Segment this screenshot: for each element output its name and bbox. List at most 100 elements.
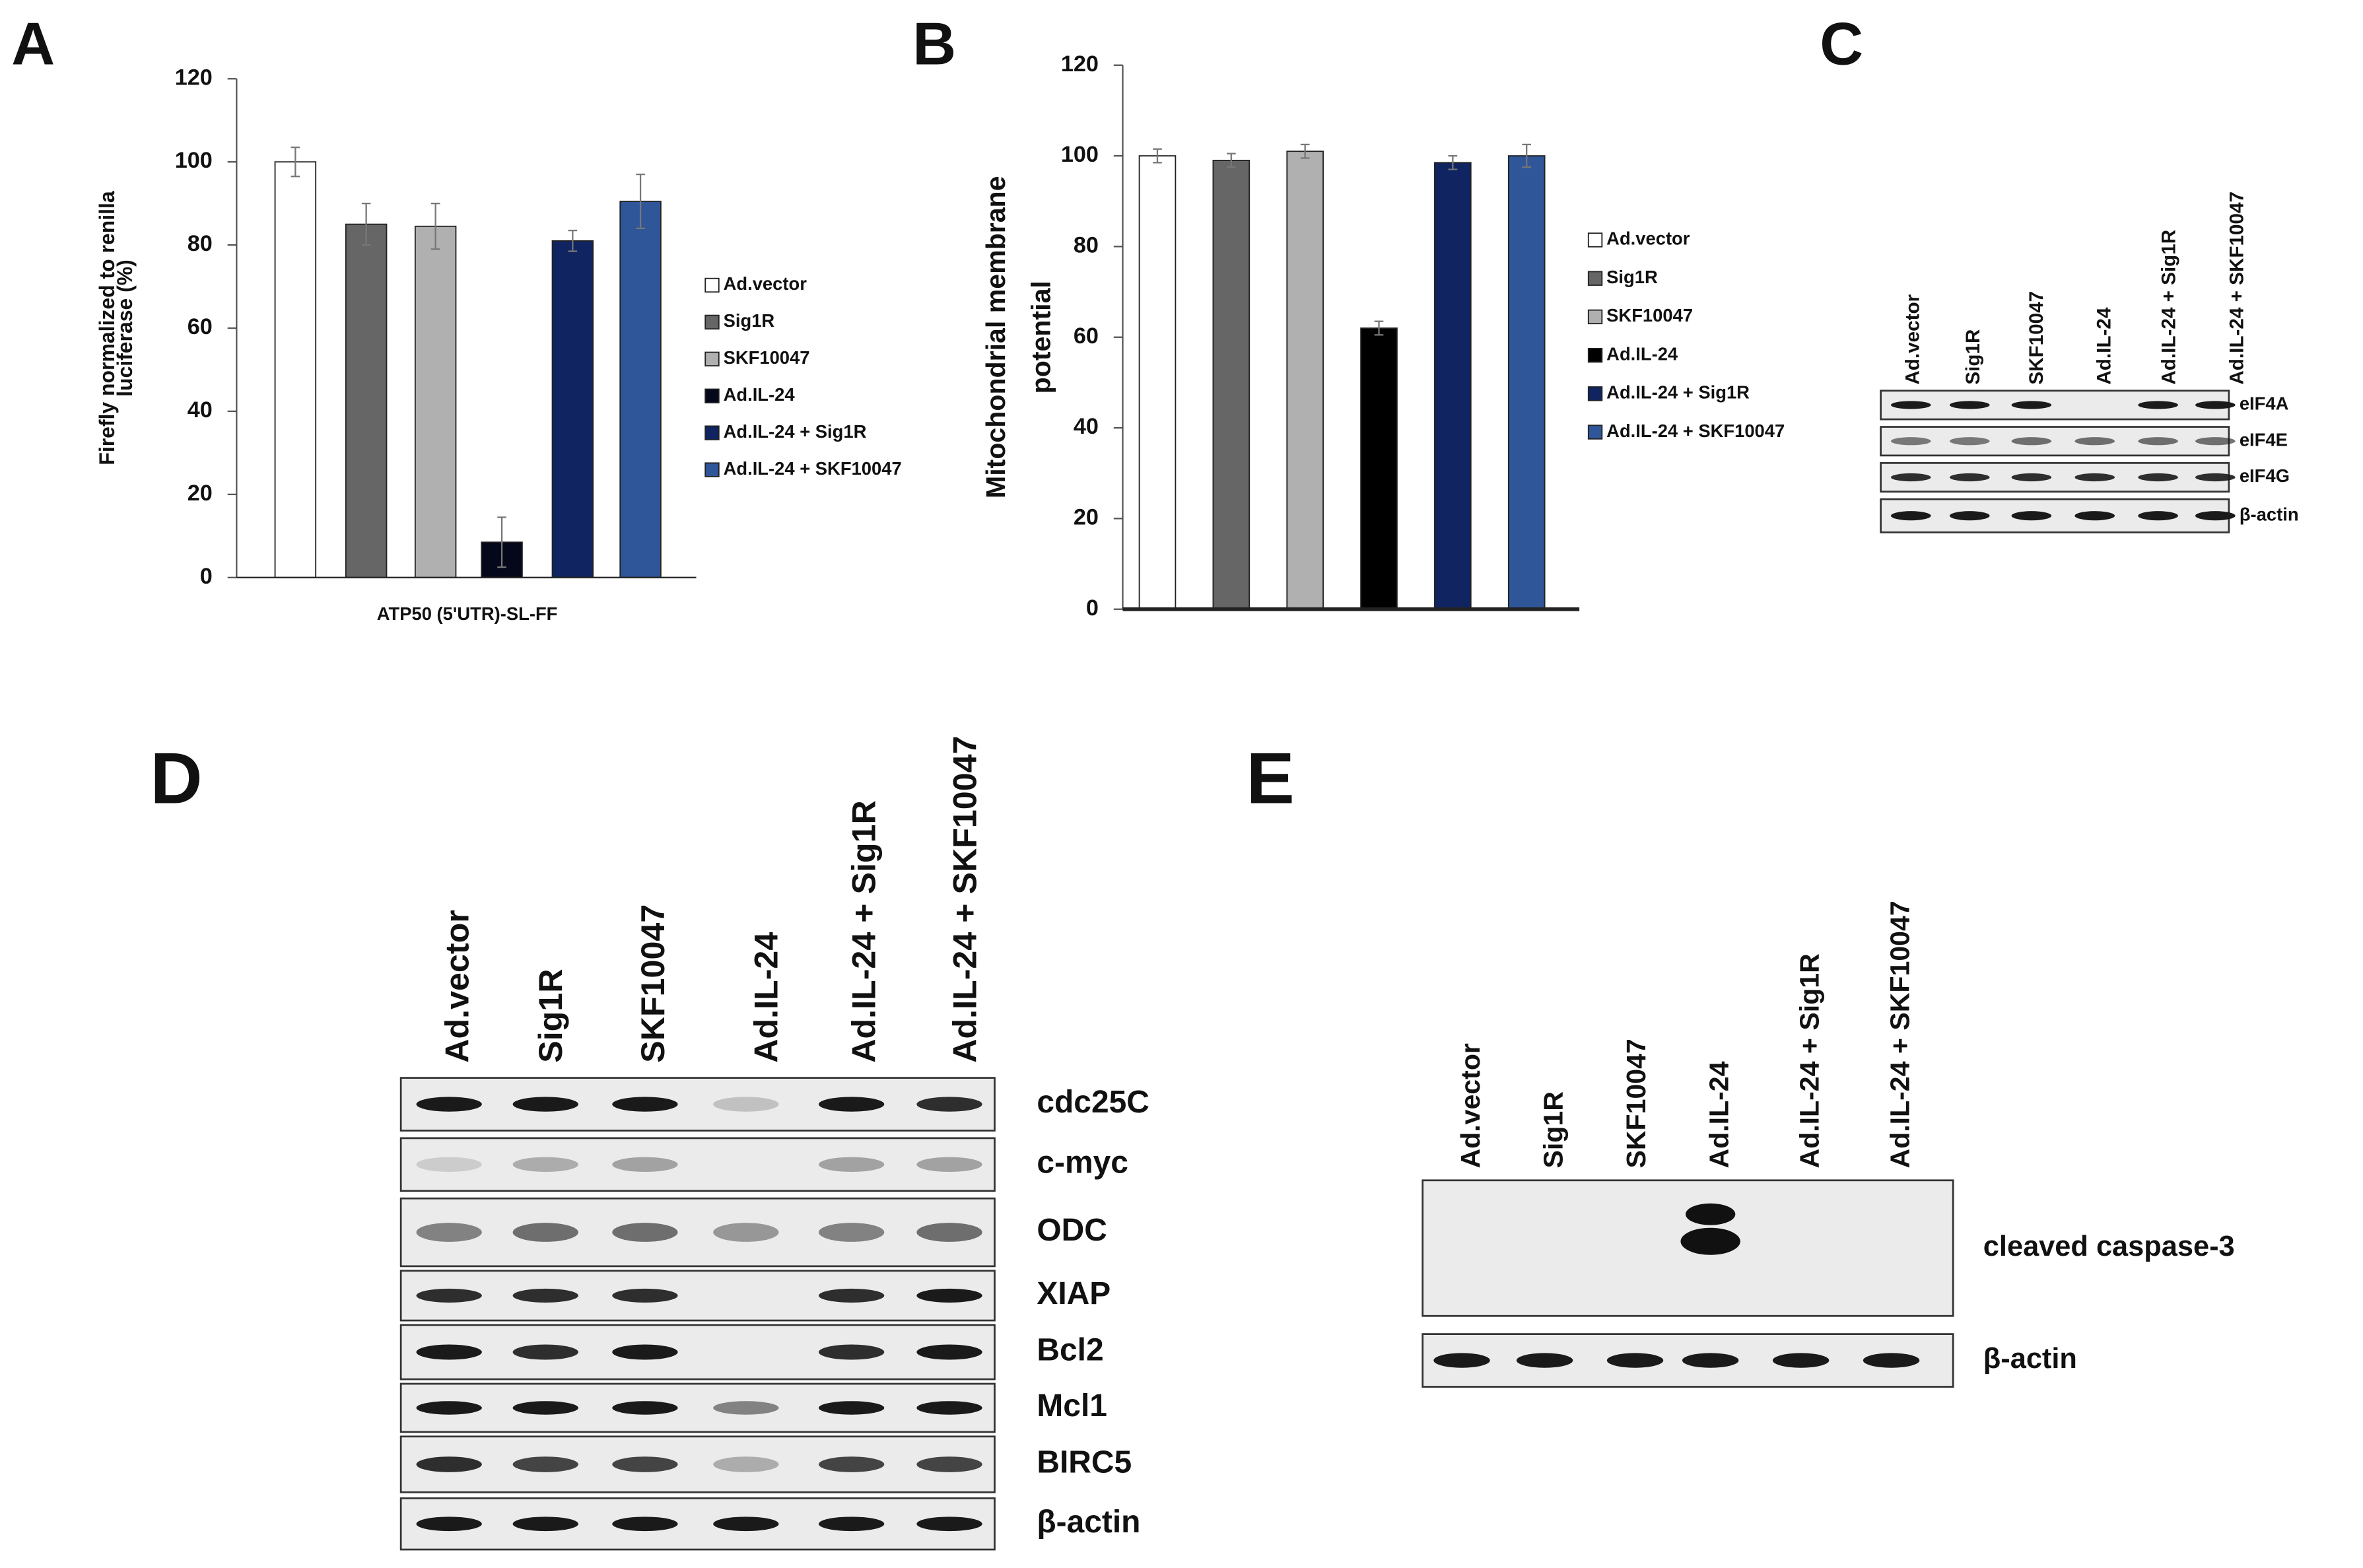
band [916,1097,982,1112]
bar [345,223,388,578]
band [818,1517,885,1532]
band [1863,1353,1920,1368]
y-axis-label: Firefly normalized to renilla [95,191,119,465]
error-bar [1522,143,1532,168]
blot-strip [399,1270,996,1322]
band [416,1097,482,1112]
blot-strip [399,1077,996,1132]
band [416,1223,482,1242]
error-bar [291,147,300,178]
legend-label: Ad.vector [1606,228,1690,249]
row-label: cleaved caspase-3 [1983,1231,2235,1262]
band [2011,401,2052,409]
y-axis-label: Mitochondrial membrane [980,176,1011,498]
lane-label: Ad.IL-24 + Sig1R [2158,230,2180,385]
legend-swatch [704,425,720,440]
y-tick-label: 100 [1061,142,1099,167]
legend-label: Ad.IL-24 + Sig1R [1606,382,1750,403]
legend-swatch [1587,271,1603,286]
lane-label: SKF10047 [1621,1039,1651,1168]
row-label: Mcl1 [1037,1388,1107,1423]
bar [1138,155,1177,610]
legend-label: Sig1R [724,310,775,331]
lane-label: Ad.vector [438,910,475,1063]
bar [274,161,317,578]
error-bar [1153,148,1162,164]
band [1433,1353,1490,1368]
blot-strip [399,1382,996,1433]
band [612,1344,678,1360]
band [1949,511,1990,521]
band [612,1223,678,1242]
legend-swatch [1587,425,1603,440]
legend-swatch [704,277,720,293]
row-label: ODC [1037,1213,1107,1248]
band [1890,401,1931,409]
row-label: cdc25C [1037,1085,1149,1120]
legend-label: Ad.IL-24 + SKF10047 [1606,421,1785,441]
lane-label: Ad.vector [1455,1043,1486,1168]
lane-label: Ad.vector [1902,294,1924,384]
lane-label: Ad.IL-24 [1704,1061,1734,1168]
band [2195,511,2236,521]
bar [551,240,594,578]
legend-label: Ad.IL-24 + SKF10047 [724,458,902,479]
band [818,1223,885,1242]
band [818,1401,885,1415]
band [916,1401,982,1415]
y-tick-label: 120 [175,65,213,90]
band [2195,401,2236,409]
band [612,1401,678,1415]
y-tick-label: 80 [1074,232,1099,257]
band [2138,401,2178,409]
legend-label: Ad.IL-24 [1606,343,1678,364]
band [2138,437,2178,446]
blot-strip [399,1197,996,1268]
band [2074,473,2115,482]
band [1890,473,1931,482]
panel-letter: D [150,738,202,819]
lane-label: Ad.IL-24 + SKF10047 [947,735,984,1062]
legend-swatch [1587,232,1603,248]
legend-swatch [704,388,720,403]
band [2011,511,2052,521]
band [416,1517,482,1532]
band [818,1344,885,1360]
legend-label: Ad.IL-24 + Sig1R [724,421,867,442]
y-tick-label: 0 [200,564,213,589]
lane-label: Ad.IL-24 + Sig1R [846,800,883,1063]
band [916,1456,982,1472]
band [818,1097,885,1112]
x-axis-label: ATP50 (5'UTR)-SL-FF [377,603,558,624]
lane-label: Ad.IL-24 + SKF10047 [2226,191,2247,385]
band [1949,473,1990,482]
lane-label: Ad.IL-24 + SKF10047 [1884,901,1915,1168]
y-tick-label: 80 [188,231,213,256]
y-tick-label: 0 [1086,596,1099,621]
band [1772,1353,1830,1368]
band [2011,437,2052,446]
legend-label: Sig1R [1606,267,1658,287]
row-label: c-myc [1037,1145,1128,1180]
band [416,1157,482,1173]
panel-letter: A [11,11,55,78]
y-tick-label: 20 [1074,504,1099,529]
row-label: β-actin [2240,504,2299,524]
legend-swatch [704,351,720,367]
error-bar [1300,143,1310,159]
band [916,1344,982,1360]
band [416,1288,482,1303]
row-label: eIF4E [2240,429,2288,450]
band [2195,473,2236,482]
panel-letter: C [1820,11,1863,78]
error-bar [361,203,371,246]
band [512,1344,578,1360]
band [2195,437,2236,446]
band [512,1401,578,1415]
row-label: β-actin [1037,1505,1140,1540]
band [818,1456,885,1472]
band [612,1097,678,1112]
band [512,1097,578,1112]
lane-label: Ad.IL-24 + Sig1R [1794,953,1824,1168]
y-tick-label: 20 [188,481,213,506]
